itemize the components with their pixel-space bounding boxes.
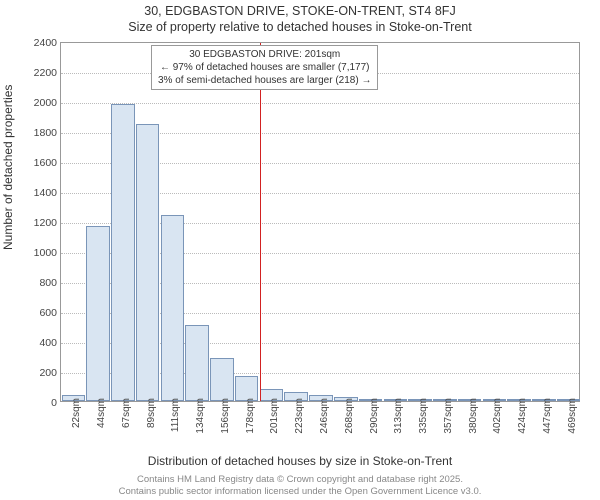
y-tick-label: 1400 <box>19 187 57 199</box>
y-tick-label: 2400 <box>19 37 57 49</box>
y-tick-label: 600 <box>19 307 57 319</box>
x-tick-label: 402sqm <box>492 398 503 434</box>
y-tick-label: 1000 <box>19 247 57 259</box>
y-tick-label: 2200 <box>19 67 57 79</box>
y-tick-label: 1200 <box>19 217 57 229</box>
y-tick-label: 400 <box>19 337 57 349</box>
x-tick-label: 178sqm <box>245 398 256 434</box>
plot-area: 0200400600800100012001400160018002000220… <box>60 42 580 402</box>
x-tick-label: 111sqm <box>170 398 181 432</box>
y-tick-label: 1800 <box>19 127 57 139</box>
attribution-text: Contains HM Land Registry data © Crown c… <box>0 474 600 498</box>
histogram-bar <box>136 124 160 402</box>
attribution-line2: Contains public sector information licen… <box>0 486 600 498</box>
chart-title-line1: 30, EDGBASTON DRIVE, STOKE-ON-TRENT, ST4… <box>0 4 600 18</box>
subject-callout: 30 EDGBASTON DRIVE: 201sqm← 97% of detac… <box>151 45 378 90</box>
x-tick-label: 424sqm <box>517 398 528 434</box>
x-tick-label: 134sqm <box>195 398 206 434</box>
attribution-line1: Contains HM Land Registry data © Crown c… <box>0 474 600 486</box>
histogram-bar <box>86 226 110 402</box>
x-tick-label: 447sqm <box>542 398 553 434</box>
x-tick-label: 223sqm <box>294 398 305 434</box>
x-tick-label: 380sqm <box>467 398 478 434</box>
x-tick-label: 268sqm <box>344 398 355 434</box>
y-tick-label: 1600 <box>19 157 57 169</box>
x-tick-label: 201sqm <box>269 398 280 434</box>
x-axis-label: Distribution of detached houses by size … <box>0 454 600 468</box>
callout-line3: 3% of semi-detached houses are larger (2… <box>158 74 371 87</box>
property-size-histogram: 30, EDGBASTON DRIVE, STOKE-ON-TRENT, ST4… <box>0 0 600 500</box>
histogram-bar <box>185 325 209 402</box>
gridline <box>61 103 579 104</box>
x-tick-label: 156sqm <box>220 398 231 434</box>
x-tick-label: 89sqm <box>145 398 156 428</box>
x-tick-label: 246sqm <box>319 398 330 434</box>
x-tick-label: 357sqm <box>443 398 454 434</box>
y-tick-label: 200 <box>19 367 57 379</box>
callout-line1: 30 EDGBASTON DRIVE: 201sqm <box>158 48 371 61</box>
x-tick-label: 469sqm <box>566 398 577 434</box>
x-tick-label: 67sqm <box>121 398 132 428</box>
histogram-bar <box>210 358 234 402</box>
x-tick-label: 44sqm <box>96 398 107 428</box>
callout-line2: ← 97% of detached houses are smaller (7,… <box>158 61 371 74</box>
x-tick-label: 22sqm <box>71 398 82 428</box>
y-tick-label: 800 <box>19 277 57 289</box>
x-tick-label: 290sqm <box>368 398 379 434</box>
y-axis-label: Number of detached properties <box>1 85 15 250</box>
x-tick-label: 313sqm <box>393 398 404 434</box>
subject-marker-line <box>260 43 261 401</box>
x-tick-label: 335sqm <box>418 398 429 434</box>
chart-title-line2: Size of property relative to detached ho… <box>0 20 600 34</box>
histogram-bar <box>161 215 185 401</box>
histogram-bar <box>111 104 135 401</box>
y-tick-label: 0 <box>19 397 57 409</box>
y-tick-label: 2000 <box>19 97 57 109</box>
